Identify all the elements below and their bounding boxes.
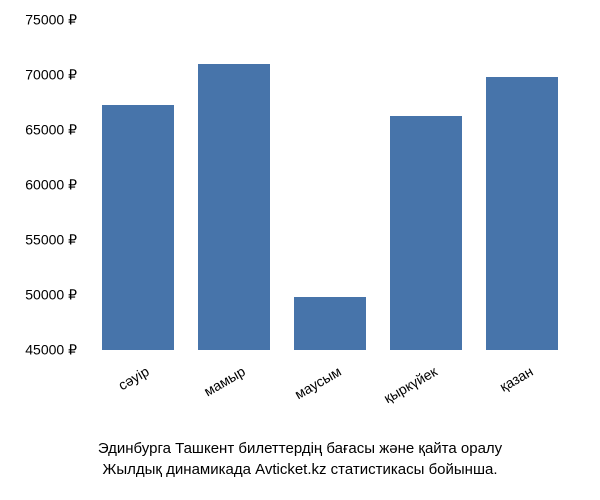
x-tick-label: маусым xyxy=(292,363,344,402)
y-axis: 45000 ₽50000 ₽55000 ₽60000 ₽65000 ₽70000… xyxy=(0,20,85,350)
caption-line-1: Эдинбурга Ташкент билеттердің бағасы жән… xyxy=(0,438,600,459)
x-tick-label: мамыр xyxy=(201,363,248,399)
bar xyxy=(486,77,558,350)
y-tick-label: 50000 ₽ xyxy=(25,287,77,304)
chart-container: 45000 ₽ 50000 ₽ 55000 ₽ 60000 ₽ 65000 ₽ 70000… xyxy=(0,0,600,500)
caption-line-2: Жылдық динамикада Avticket.kz статистика… xyxy=(0,459,600,480)
bars-group xyxy=(90,20,570,350)
y-tick-label: 65000 ₽ xyxy=(25,122,77,139)
plot-area xyxy=(90,20,570,350)
bar xyxy=(198,64,270,350)
y-tick-label: 75000 ₽ xyxy=(25,12,77,29)
x-tick-label: қыркүйек xyxy=(381,363,440,406)
y-tick-label: 70000 ₽ xyxy=(25,67,77,84)
y-tick-label: 55000 ₽ xyxy=(25,232,77,249)
x-tick-label: қазан xyxy=(497,363,536,395)
chart-caption: Эдинбурга Ташкент билеттердің бағасы жән… xyxy=(0,438,600,480)
x-tick-label: сәуір xyxy=(116,363,152,393)
y-tick-label: 45000 ₽ xyxy=(25,342,77,359)
bar xyxy=(102,105,174,350)
y-tick-label: 60000 ₽ xyxy=(25,177,77,194)
x-axis: сәуір мамыр маусым қыркүйек қазан xyxy=(90,355,570,435)
bar xyxy=(390,116,462,350)
bar xyxy=(294,297,366,350)
